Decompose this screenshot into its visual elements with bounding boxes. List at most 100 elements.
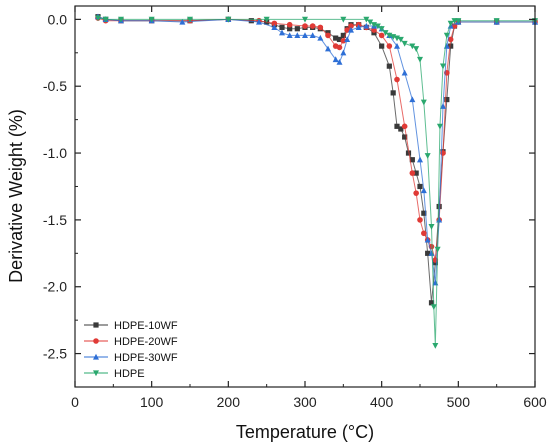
data-point-hdpe xyxy=(447,20,454,27)
data-point-hdpe xyxy=(225,16,232,23)
legend-label-hdpe-20wf: HDPE-20WF xyxy=(114,336,178,348)
data-point-hdpe xyxy=(302,16,308,23)
data-point-hdpe xyxy=(409,43,416,50)
data-point-hdpe xyxy=(436,123,443,130)
legend-marker-hdpe-20wf xyxy=(93,338,99,344)
data-point-hdpe-20wf xyxy=(401,123,408,130)
data-point-hdpe-10wf xyxy=(428,300,435,306)
plot-series xyxy=(95,13,538,349)
data-point-hdpe-20wf xyxy=(371,27,377,33)
data-point-hdpe-30wf xyxy=(417,156,423,163)
data-point-hdpe-30wf xyxy=(401,69,408,76)
y-tick-label: -1.5 xyxy=(43,212,67,228)
data-point-hdpe-20wf xyxy=(271,20,278,27)
x-tick-label: 300 xyxy=(293,394,317,410)
data-point-hdpe xyxy=(187,16,193,23)
data-point-hdpe-30wf xyxy=(336,58,343,65)
data-point-hdpe-20wf xyxy=(421,230,427,237)
x-tick-label: 600 xyxy=(523,394,547,410)
data-point-hdpe xyxy=(417,56,423,63)
y-axis-title: Derivative Weight (%) xyxy=(6,109,26,283)
data-point-hdpe xyxy=(432,342,439,349)
data-point-hdpe xyxy=(378,26,385,32)
data-point-hdpe-30wf xyxy=(363,22,370,29)
legend-marker-hdpe-10wf xyxy=(93,322,99,328)
data-point-hdpe xyxy=(118,16,124,23)
legend-label-hdpe-10wf: HDPE-10WF xyxy=(114,320,178,332)
data-point-hdpe-30wf xyxy=(302,32,308,39)
data-point-hdpe xyxy=(440,63,446,70)
data-point-hdpe-20wf xyxy=(302,23,308,29)
data-point-hdpe xyxy=(397,36,404,43)
data-point-hdpe-30wf xyxy=(420,187,427,194)
data-point-hdpe-10wf xyxy=(379,43,385,49)
data-point-hdpe-10wf xyxy=(287,26,293,32)
x-tick-label: 400 xyxy=(370,394,394,410)
data-point-hdpe-20wf xyxy=(413,190,419,196)
data-point-hdpe xyxy=(382,30,389,36)
data-point-hdpe-30wf xyxy=(271,24,278,30)
data-point-hdpe xyxy=(420,99,427,106)
data-point-hdpe-10wf xyxy=(294,26,300,32)
data-point-hdpe-20wf xyxy=(340,37,347,44)
data-point-hdpe-10wf xyxy=(333,35,339,41)
data-point-hdpe-30wf xyxy=(440,103,446,109)
data-point-hdpe xyxy=(401,40,408,47)
data-point-hdpe-10wf xyxy=(448,43,454,49)
data-point-hdpe-10wf xyxy=(413,170,419,176)
data-point-hdpe-30wf xyxy=(409,96,416,103)
data-point-hdpe-10wf xyxy=(409,157,415,163)
data-point-hdpe-10wf xyxy=(279,24,285,30)
series-hdpe xyxy=(95,15,538,349)
data-point-hdpe-30wf xyxy=(332,56,339,63)
data-point-hdpe-10wf xyxy=(340,32,346,39)
axes: 0 100 200 300 400 500 600 0.0 -0.5 -1.0 -1.5 -2.0 -2… xyxy=(43,6,547,410)
data-point-hdpe-20wf xyxy=(348,23,354,29)
data-point-hdpe-10wf xyxy=(425,250,431,256)
legend-label-hdpe: HDPE xyxy=(114,368,145,380)
x-axis-title: Temperature (°C) xyxy=(236,422,374,442)
data-point-hdpe xyxy=(428,223,435,230)
data-point-hdpe-10wf xyxy=(394,123,400,129)
data-point-hdpe-30wf xyxy=(256,18,262,25)
x-tick-label: 0 xyxy=(71,394,79,410)
data-point-hdpe-20wf xyxy=(417,217,423,223)
data-point-hdpe-30wf xyxy=(309,32,316,39)
x-tick-label: 500 xyxy=(447,394,471,410)
data-point-hdpe-30wf xyxy=(340,49,347,56)
data-point-hdpe-30wf xyxy=(294,32,301,39)
data-point-hdpe-20wf xyxy=(447,36,454,43)
data-point-hdpe-30wf xyxy=(424,236,431,243)
data-point-hdpe xyxy=(263,16,270,23)
data-point-hdpe xyxy=(340,16,347,23)
data-point-hdpe-10wf xyxy=(336,36,343,43)
data-point-hdpe xyxy=(424,153,431,159)
data-point-hdpe-10wf xyxy=(417,183,423,190)
data-point-hdpe-10wf xyxy=(402,134,408,140)
data-point-hdpe-30wf xyxy=(348,26,354,33)
data-point-hdpe-30wf xyxy=(279,29,285,36)
data-point-hdpe-10wf xyxy=(444,96,450,103)
data-point-hdpe-30wf xyxy=(428,250,435,256)
data-point-hdpe xyxy=(148,16,155,23)
data-point-hdpe-10wf xyxy=(421,210,427,216)
legend-marker-hdpe xyxy=(93,370,99,377)
data-point-hdpe-20wf xyxy=(309,23,316,29)
data-point-hdpe-20wf xyxy=(286,21,293,28)
y-tick-label: -2.5 xyxy=(43,346,67,362)
y-tick-label: -1.0 xyxy=(43,145,67,161)
x-tick-label: 200 xyxy=(217,394,241,410)
y-tick-label: -2.0 xyxy=(43,279,67,295)
data-point-hdpe-30wf xyxy=(355,24,362,30)
data-point-hdpe xyxy=(413,46,420,52)
data-point-hdpe xyxy=(455,18,462,24)
data-point-hdpe-10wf xyxy=(405,150,412,156)
data-point-hdpe xyxy=(367,19,374,26)
data-point-hdpe xyxy=(434,246,441,253)
legend-label-hdpe-30wf: HDPE-30WF xyxy=(114,352,178,364)
data-point-hdpe-30wf xyxy=(325,45,331,52)
series-line-hdpe-10wf xyxy=(97,16,535,303)
data-point-hdpe xyxy=(102,16,109,23)
